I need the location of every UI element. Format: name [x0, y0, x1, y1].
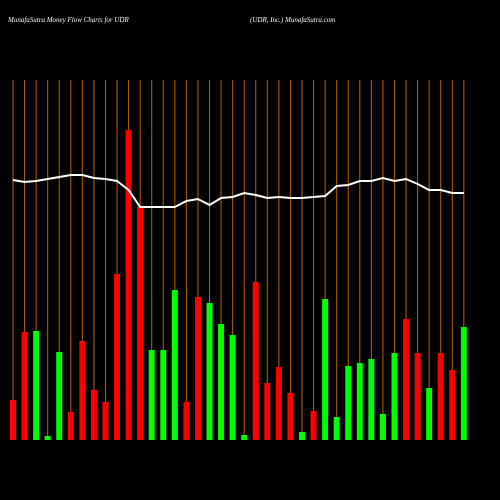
bar [44, 436, 51, 440]
bar [299, 432, 305, 440]
bar [206, 303, 213, 440]
chart-title: MunafaSutra Money Flow Charts for UDR [7, 16, 129, 24]
bar [437, 353, 444, 440]
bar [67, 412, 74, 440]
bar [322, 299, 329, 440]
bar [102, 402, 109, 440]
bar [310, 411, 317, 440]
bar [333, 417, 340, 440]
bar [403, 319, 410, 440]
bar [21, 332, 28, 440]
bar [148, 350, 155, 440]
bar [368, 359, 375, 440]
bar [241, 435, 248, 440]
bar [460, 327, 467, 440]
bar [79, 341, 86, 440]
bar [160, 350, 167, 440]
bar [426, 388, 433, 440]
bar [345, 366, 352, 440]
bar [449, 370, 456, 440]
chart-subtitle: (UDR, Inc.) MunafaSutra.com [250, 16, 335, 24]
bar [171, 290, 178, 440]
bar [10, 400, 16, 440]
money-flow-line [12, 174, 464, 208]
bar [414, 353, 421, 440]
bar [356, 363, 363, 440]
bar [90, 390, 97, 440]
bar [137, 207, 144, 440]
bar [183, 402, 190, 440]
bar [218, 324, 225, 440]
bar [114, 274, 121, 440]
bar [379, 414, 386, 440]
bar [229, 335, 236, 440]
bar [391, 353, 398, 440]
bar [264, 383, 271, 440]
bar [287, 393, 294, 440]
bar [275, 367, 282, 440]
bar [252, 282, 259, 440]
bar [56, 352, 63, 440]
bar [125, 130, 132, 440]
bar [194, 297, 201, 440]
bar [33, 331, 40, 440]
